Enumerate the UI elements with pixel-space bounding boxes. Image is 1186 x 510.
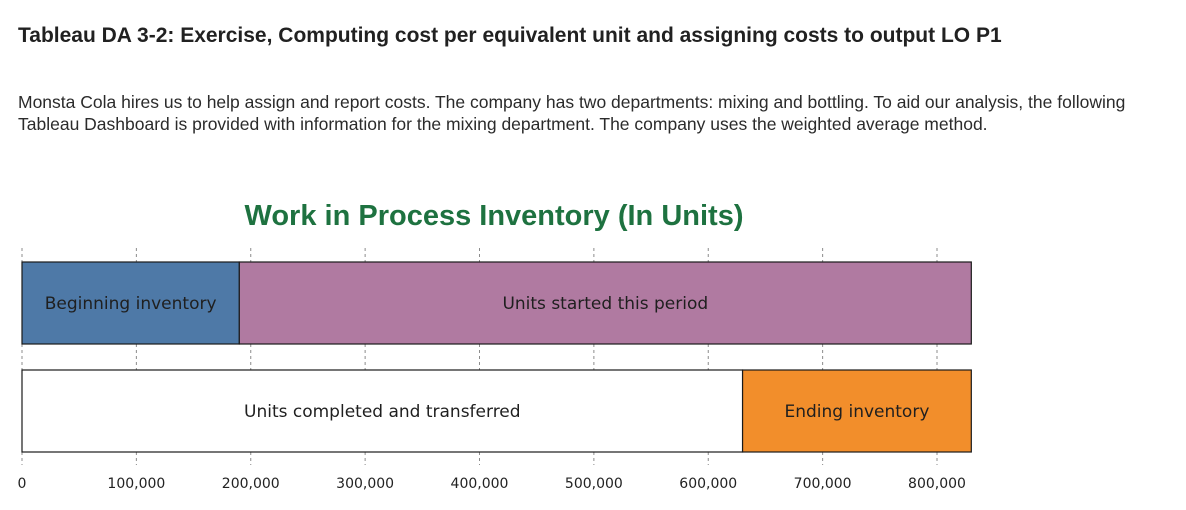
segment-label: Beginning inventory bbox=[45, 294, 217, 314]
bar-segment bbox=[21, 261, 240, 345]
segment-label: Ending inventory bbox=[784, 402, 929, 422]
segment-labels: Beginning inventory Units started this pe… bbox=[45, 294, 930, 422]
x-axis: 0 100,000 200,000 300,000 400,000 500,000 600,… bbox=[18, 476, 966, 492]
segment-label: Units completed and transferred bbox=[244, 402, 521, 422]
chart-title-text: Work in Process Inventory (In Units) bbox=[244, 200, 744, 232]
x-tick-label: 100,000 bbox=[107, 476, 165, 492]
bar-segment bbox=[238, 261, 972, 345]
x-tick-label: 400,000 bbox=[451, 476, 509, 492]
segment-label: Units started this period bbox=[502, 294, 708, 314]
x-tick-label: 0 bbox=[18, 476, 27, 492]
bar-segment bbox=[21, 369, 744, 453]
x-tick-label: 300,000 bbox=[336, 476, 394, 492]
bars bbox=[21, 261, 972, 453]
exercise-intro: Monsta Cola hires us to help assign and … bbox=[18, 92, 1126, 134]
x-tick-label: 200,000 bbox=[222, 476, 280, 492]
exercise-heading: Tableau DA 3-2: Exercise, Computing cost… bbox=[18, 24, 1002, 47]
x-tick-label: 600,000 bbox=[679, 476, 737, 492]
x-tick-label: 700,000 bbox=[794, 476, 852, 492]
x-tick-label: 800,000 bbox=[908, 476, 966, 492]
x-tick-label: 500,000 bbox=[565, 476, 623, 492]
chart-title: Work in Process Inventory (In Units) bbox=[0, 200, 1186, 233]
bar-segment bbox=[741, 369, 972, 453]
